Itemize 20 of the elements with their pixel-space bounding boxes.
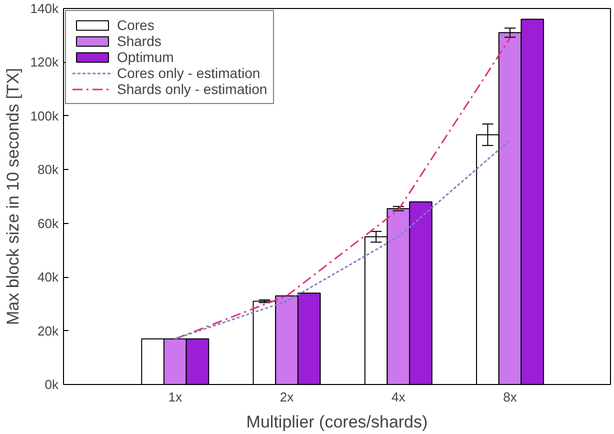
y-tick-label: 60k [38,216,59,231]
legend-label: Shards [117,33,162,49]
x-tick-label: 8x [503,390,518,404]
y-tick-label: 140k [30,1,59,16]
y-tick-label: 40k [38,270,59,285]
line-series [174,139,511,340]
x-tick-label: 4x [392,390,406,404]
y-tick-label: 120k [30,54,59,70]
y-tick-label: 20k [38,323,59,338]
legend-label: Optimum [117,49,174,65]
y-axis-title: Max block size in 10 seconds [TX] [3,68,22,325]
legend-label: Cores only - estimation [117,65,260,81]
x-tick-label: 1x [168,390,182,404]
y-tick-label: 100k [30,108,59,124]
x-axis-title: Multiplier (cores/shards) [246,412,428,432]
legend-label: Shards only - estimation [117,81,268,97]
y-tick-label: 0k [44,377,59,392]
x-tick-label: 2x [280,390,294,404]
legend-label: Cores [117,17,154,33]
y-tick-label: 80k [38,162,59,178]
